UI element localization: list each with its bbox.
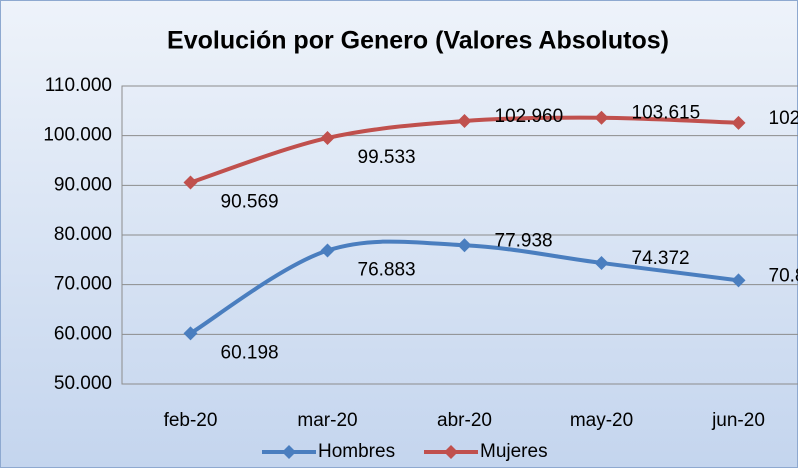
data-label: 76.883 <box>358 259 416 280</box>
legend-marker <box>444 445 458 459</box>
marker <box>320 243 335 258</box>
data-label: 99.533 <box>358 147 416 168</box>
marker <box>457 113 472 128</box>
marker <box>731 273 746 288</box>
marker <box>183 175 198 190</box>
data-label: 60.198 <box>221 342 279 363</box>
data-label: 74.372 <box>632 248 690 269</box>
y-tick-label: 60.000 <box>54 323 112 344</box>
data-label: 102.574 <box>769 108 798 129</box>
data-label: 102.960 <box>495 106 564 127</box>
x-tick-label: abr-20 <box>437 410 492 431</box>
legend-label: Mujeres <box>480 441 548 462</box>
y-tick-label: 80.000 <box>54 224 112 245</box>
x-tick-label: may-20 <box>570 410 633 431</box>
marker <box>320 130 335 145</box>
marker <box>183 326 198 341</box>
data-label: 103.615 <box>632 103 701 124</box>
y-tick-label: 110.000 <box>45 75 112 96</box>
y-tick-label: 50.000 <box>54 373 112 394</box>
x-tick-label: mar-20 <box>297 410 357 431</box>
legend-label: Hombres <box>318 441 395 462</box>
data-label: 70.864 <box>769 265 798 286</box>
x-tick-label: jun-20 <box>711 410 765 431</box>
marker <box>594 110 609 125</box>
legend-marker <box>282 445 296 459</box>
marker <box>594 255 609 270</box>
y-tick-label: 90.000 <box>54 174 112 195</box>
chart-title: Evolución por Genero (Valores Absolutos) <box>167 27 669 55</box>
y-tick-label: 100.000 <box>43 125 112 146</box>
data-label: 77.938 <box>495 230 553 251</box>
data-label: 90.569 <box>221 192 279 213</box>
marker <box>731 115 746 130</box>
marker <box>457 238 472 253</box>
y-tick-label: 70.000 <box>54 274 112 295</box>
x-tick-label: feb-20 <box>164 410 218 431</box>
